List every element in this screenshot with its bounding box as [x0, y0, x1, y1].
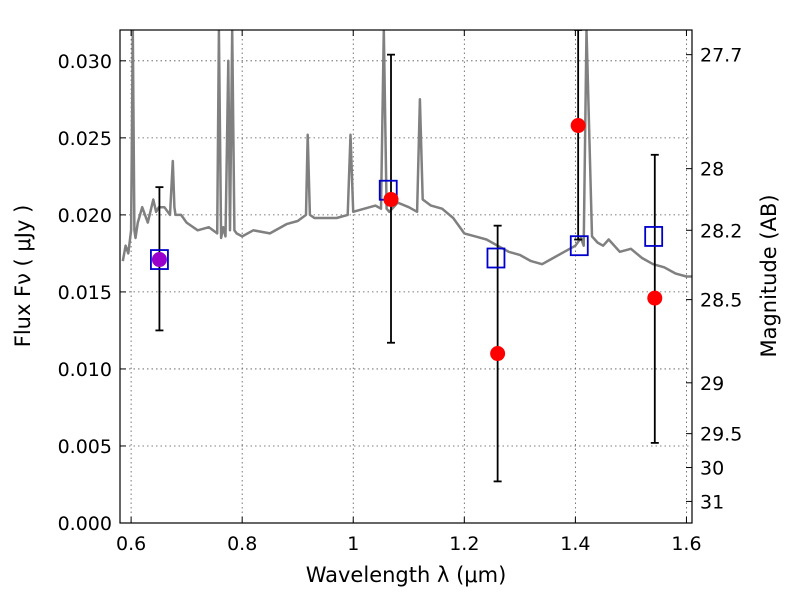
y-tick-label-3: 0.015 [58, 282, 112, 304]
x-tick-label-2: 1 [347, 533, 359, 555]
synthetic-point-3 [569, 235, 589, 257]
x-tick-label-0: 0.6 [116, 533, 146, 555]
y-axis-label: Flux Fν ( μJy ) [11, 205, 35, 348]
plot-frame [119, 29, 693, 524]
y-tick-label-0: 0.000 [58, 513, 112, 535]
y2-tick-label-3: 28.5 [700, 290, 742, 312]
grid [120, 30, 692, 523]
y-tick-label-6: 0.030 [58, 51, 112, 73]
error-bar-3 [574, 30, 583, 241]
y-axis-left: 0.000 0.005 0.010 0.015 0.020 0.025 0.030 [58, 51, 126, 535]
y-tick-label-4: 0.020 [58, 205, 112, 227]
y2-tick-label-1: 28 [700, 159, 724, 181]
synthetic-point-2 [486, 247, 506, 269]
synthetic-point-4 [644, 226, 664, 247]
x-axis: 0.6 0.8 1 1.2 1.4 1.6 [116, 30, 702, 555]
model-spectrum-line [121, 30, 692, 278]
observed-point-0 [151, 252, 167, 268]
observed-point-3 [570, 118, 586, 134]
y2-tick-label-4: 29 [700, 373, 724, 395]
y2-tick-label-6: 30 [700, 458, 724, 480]
model-spectrum [121, 30, 692, 278]
y-tick-label-1: 0.005 [58, 436, 112, 458]
y-tick-label-5: 0.025 [58, 128, 112, 150]
y2-tick-label-0: 27.7 [700, 45, 742, 67]
x-tick-label-3: 1.2 [449, 533, 479, 555]
synthetic-photometry [150, 179, 664, 270]
y2-tick-label-7: 31 [700, 491, 724, 513]
observed-point-4 [647, 290, 663, 306]
y-axis-right: 27.7 28 28.2 28.5 29 29.5 30 31 [686, 45, 742, 513]
x-tick-label-1: 0.8 [227, 533, 257, 555]
observed-point-2 [490, 346, 506, 362]
x-tick-label-4: 1.4 [560, 533, 590, 555]
x-axis-label: Wavelength λ (μm) [306, 563, 507, 587]
synthetic-point-0 [150, 249, 169, 270]
observed-photometry [151, 118, 663, 362]
x-tick-label-5: 1.6 [671, 533, 701, 555]
y2-tick-label-5: 29.5 [700, 424, 742, 446]
y2-tick-label-2: 28.2 [700, 220, 742, 242]
y-tick-label-2: 0.010 [58, 359, 112, 381]
observed-point-1 [383, 191, 399, 207]
y2-axis-label: Magnitude (AB) [757, 194, 781, 357]
